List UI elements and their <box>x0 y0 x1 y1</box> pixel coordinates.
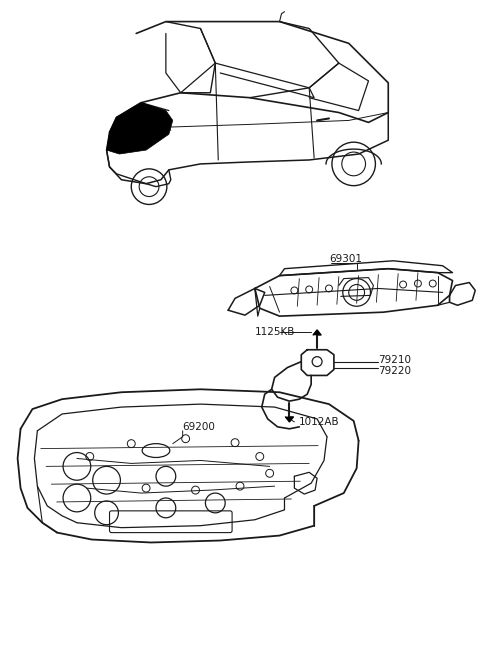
Polygon shape <box>286 417 293 422</box>
Polygon shape <box>107 102 173 154</box>
Text: 79220: 79220 <box>378 365 411 375</box>
Text: 79210: 79210 <box>378 355 411 365</box>
Text: 69301: 69301 <box>329 254 362 264</box>
Text: 1012AB: 1012AB <box>300 417 340 427</box>
Text: 1125KB: 1125KB <box>255 327 295 337</box>
Text: 69200: 69200 <box>183 422 216 432</box>
Polygon shape <box>313 330 321 335</box>
